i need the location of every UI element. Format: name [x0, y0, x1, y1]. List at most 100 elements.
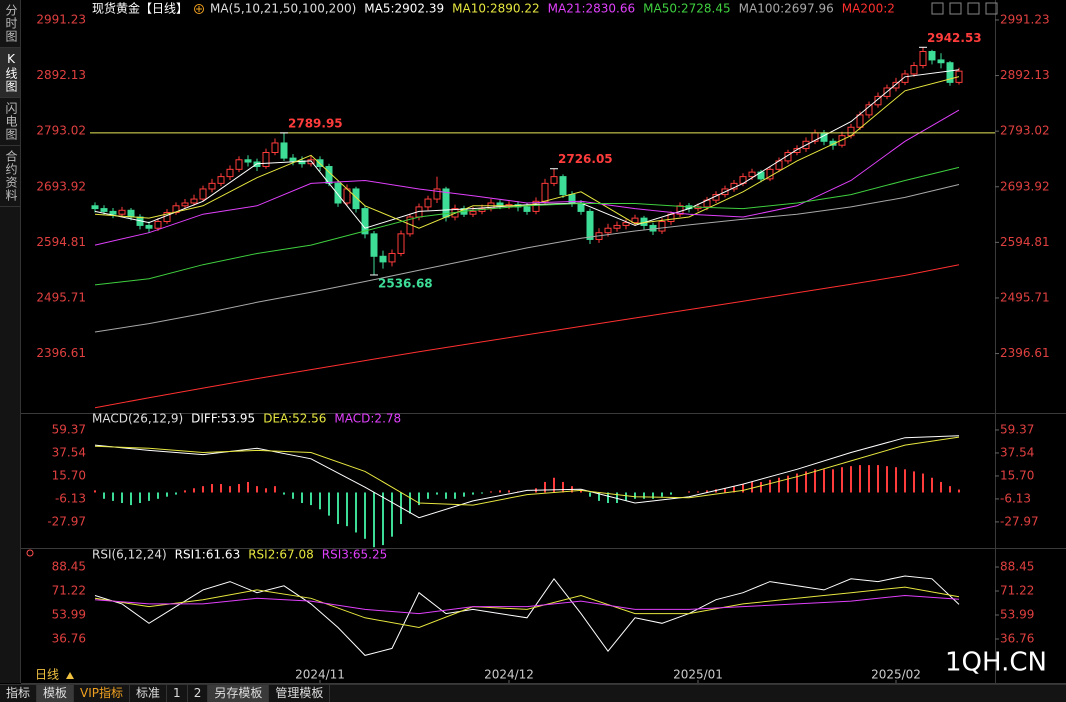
candle-body	[865, 104, 873, 116]
toolbar: 指标 模板 VIP指标 标准 1 2 另存模板 管理模板	[0, 684, 1066, 702]
y-tick-label: 36.76	[1000, 631, 1034, 645]
candle-body	[154, 221, 162, 229]
y-tick-label: 2396.61	[1000, 346, 1050, 360]
candle-body	[370, 233, 378, 257]
candle-body	[586, 210, 594, 240]
candle-body	[874, 95, 882, 106]
period-label[interactable]: 日线	[35, 668, 59, 682]
legend-entry: RSI3:65.25	[322, 548, 388, 562]
y-tick-label: 36.76	[52, 631, 86, 645]
legend-entry: MA100:2697.96	[739, 2, 834, 16]
y-tick-label: 2693.92	[36, 179, 86, 193]
candle-body	[181, 202, 189, 207]
y-tick-label: 53.99	[52, 608, 86, 622]
legend-params: MA(5,10,21,50,100,200)	[210, 2, 356, 16]
y-tick-label: 2594.81	[36, 235, 86, 249]
candle-body	[631, 217, 639, 224]
candle-body	[244, 159, 252, 163]
icon[interactable]	[931, 2, 944, 15]
legend-entry: MA10:2890.22	[452, 2, 540, 16]
y-tick-label: 2495.71	[1000, 290, 1050, 304]
candle-body	[919, 51, 927, 67]
top-icons	[931, 2, 998, 15]
candle-body	[217, 176, 225, 184]
candle-body	[856, 114, 864, 128]
y-tick-label: 59.37	[52, 422, 86, 436]
y-tick-label: 88.45	[1000, 560, 1034, 574]
tab[interactable]: K线图	[0, 48, 20, 98]
y-tick-label: 2594.81	[1000, 235, 1050, 249]
line-series	[94, 586, 960, 629]
y-tick-label: -27.97	[47, 514, 86, 528]
chart-title: MACD(26,12,9)	[92, 412, 183, 426]
candle-body	[352, 188, 360, 210]
y-tick-label: 2793.02	[36, 124, 86, 138]
toolbar-button[interactable]: 管理模板	[269, 685, 331, 702]
y-tick-label: 2495.71	[36, 290, 86, 304]
toolbar-button[interactable]: 2	[188, 685, 209, 702]
candle-body	[334, 182, 342, 204]
candle-body	[397, 233, 405, 254]
candle-body	[235, 159, 243, 170]
candle-body	[100, 208, 108, 212]
panel: 2991.23 2991.23 2892.13 2892.13 2793.02 2793.…	[36, 1, 1050, 683]
annotation: 2942.53	[927, 31, 982, 45]
candle-body	[550, 176, 558, 184]
toolbar-button[interactable]: 模板	[37, 685, 75, 702]
y-tick-label: 88.45	[52, 560, 86, 574]
candle-body	[289, 157, 297, 162]
legend-entry: DEA:52.56	[263, 412, 326, 426]
toolbar-button[interactable]: 指标	[0, 685, 38, 702]
y-tick-label: 15.70	[52, 468, 86, 482]
candle-body	[145, 224, 153, 229]
icon[interactable]	[967, 2, 980, 15]
candle-body	[271, 142, 279, 153]
tab[interactable]: 分时图	[0, 0, 20, 48]
line-series	[94, 69, 960, 229]
candle-body	[541, 182, 549, 202]
tab[interactable]: 闪电图	[0, 98, 20, 146]
candle-body	[622, 222, 630, 226]
candle-body	[208, 182, 216, 190]
chart-title: RSI(6,12,24)	[92, 548, 167, 562]
rsi-icon	[26, 549, 34, 557]
y-tick-label: 53.99	[1000, 608, 1034, 622]
y-tick-label: 2991.23	[1000, 12, 1050, 26]
candle-body	[793, 148, 801, 153]
toolbar-button[interactable]: 标准	[130, 685, 168, 702]
title-icon	[194, 4, 205, 14]
candle-body	[532, 200, 540, 212]
legend-entry: MA5:2902.39	[364, 2, 444, 16]
candle-body	[127, 209, 135, 218]
panel: 59.37 59.37 37.54 37.54 15.70 15.70 -6.13 -6.13…	[47, 412, 1039, 548]
y-tick-label: 2693.92	[1000, 179, 1050, 193]
candle-body	[910, 65, 918, 75]
legend-entry: DIFF:53.95	[191, 412, 255, 426]
y-tick-label: 37.54	[52, 445, 86, 459]
title-icon	[196, 6, 203, 12]
line-series	[94, 435, 960, 519]
tab[interactable]: 合约资料	[0, 146, 20, 207]
line-series	[94, 264, 960, 409]
toolbar-button[interactable]: 1	[167, 685, 188, 702]
candle-body	[928, 51, 936, 61]
candle-body	[424, 198, 432, 208]
candle-body	[109, 210, 117, 215]
toolbar-button[interactable]: 另存模板	[208, 685, 270, 702]
toolbar-button[interactable]: VIP指标	[74, 685, 131, 702]
candle-body	[388, 252, 396, 263]
panel: 88.45 88.45 71.22 71.22 53.99 53.99 36.76 36.76…	[52, 548, 1034, 656]
candle-body	[172, 205, 180, 214]
period-arrow[interactable]	[66, 672, 74, 679]
icon[interactable]	[949, 2, 962, 15]
line-series	[94, 575, 960, 656]
icon[interactable]	[985, 2, 998, 15]
candle-body	[946, 62, 954, 83]
candle-body	[190, 198, 198, 204]
x-tick-label: 2024/11	[295, 668, 345, 682]
candle-body	[307, 159, 315, 165]
y-tick-label: -6.13	[1000, 491, 1031, 505]
